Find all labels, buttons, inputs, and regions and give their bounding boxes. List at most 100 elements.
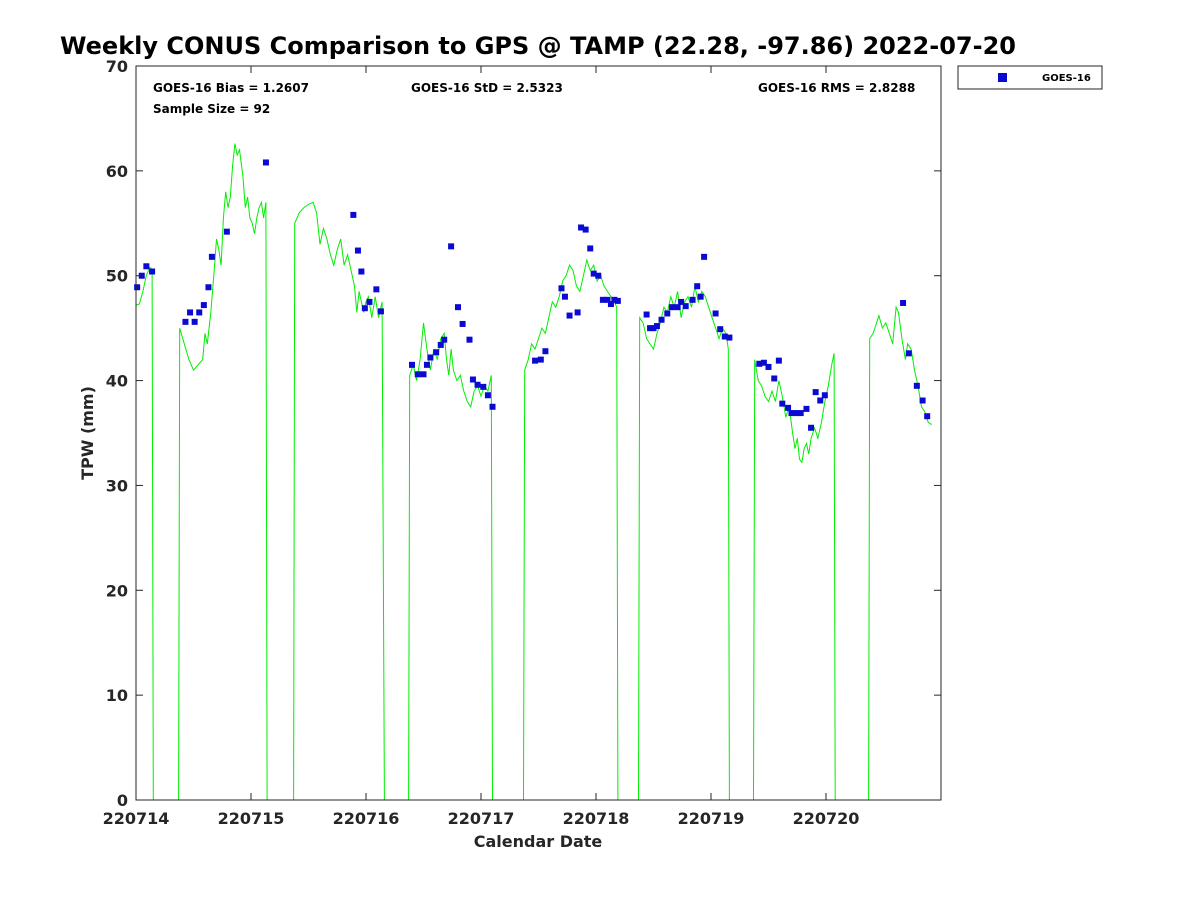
- x-axis-label: Calendar Date: [474, 832, 603, 851]
- goes-point: [913, 382, 920, 389]
- x-axis: 220714 220715 220716 220717 220718 220719 2207…: [103, 66, 860, 828]
- x-tick-label: 220717: [448, 809, 515, 828]
- goes-point: [808, 424, 815, 431]
- goes-point: [924, 413, 931, 420]
- goes-point: [793, 410, 800, 417]
- goes-point: [775, 357, 782, 364]
- goes-point: [689, 296, 696, 303]
- goes-scatter-series: [134, 159, 931, 431]
- goes-point: [366, 298, 373, 305]
- goes-point: [726, 334, 733, 341]
- goes-point: [771, 375, 778, 382]
- goes-point: [682, 303, 689, 310]
- goes-point: [721, 333, 728, 340]
- x-tick-label: 220714: [103, 809, 170, 828]
- goes-point: [701, 253, 708, 260]
- goes-point: [358, 268, 365, 275]
- goes-point: [489, 403, 496, 410]
- goes-point: [377, 308, 384, 315]
- goes-point: [466, 336, 473, 343]
- goes-point: [595, 272, 602, 279]
- y-tick-label: 40: [106, 372, 128, 391]
- gps-line-segment: [868, 305, 933, 801]
- goes-point: [785, 404, 792, 411]
- goes-point: [760, 359, 767, 366]
- goes-point: [455, 304, 461, 311]
- goes-point: [919, 397, 926, 404]
- goes-point: [437, 341, 444, 348]
- goes-point: [448, 243, 455, 250]
- y-tick-label: 30: [106, 476, 128, 495]
- y-tick-label: 60: [106, 162, 128, 181]
- goes-point: [354, 247, 361, 254]
- bias-annotation: GOES-16 Bias = 1.2607: [153, 81, 309, 95]
- y-tick-label: 50: [106, 267, 128, 286]
- goes-point: [459, 320, 466, 327]
- goes-point: [674, 304, 681, 311]
- goes-point: [812, 389, 819, 396]
- goes-point: [817, 397, 824, 404]
- goes-point: [756, 360, 763, 367]
- legend-box: [957, 65, 1103, 90]
- goes-point: [350, 211, 357, 218]
- goes-point: [574, 309, 581, 316]
- goes-point: [599, 296, 606, 303]
- goes-point: [712, 310, 719, 317]
- gps-line-series: [135, 143, 933, 801]
- gps-line-segment: [293, 201, 385, 801]
- sample-size-annotation: Sample Size = 92: [153, 102, 270, 116]
- goes-point: [788, 410, 795, 417]
- goes-point: [590, 270, 597, 277]
- std-annotation: GOES-16 StD = 2.5323: [411, 81, 563, 95]
- x-tick-label: 220716: [333, 809, 400, 828]
- goes-point: [582, 226, 589, 233]
- chart-title: Weekly CONUS Comparison to GPS @ TAMP (2…: [60, 32, 1016, 60]
- goes-point: [196, 309, 203, 316]
- goes-point: [697, 293, 704, 300]
- x-tick-label: 220718: [563, 809, 630, 828]
- goes-point: [373, 286, 380, 293]
- legend-label-goes: GOES-16: [1042, 73, 1091, 84]
- goes-point: [484, 392, 491, 399]
- goes-point: [566, 312, 573, 319]
- goes-point: [604, 296, 611, 303]
- goes-point: [205, 284, 212, 291]
- goes-point: [803, 405, 810, 412]
- goes-point: [821, 392, 828, 399]
- goes-point: [200, 302, 207, 309]
- y-tick-label: 20: [106, 581, 128, 600]
- goes-point: [537, 356, 544, 363]
- goes-point: [561, 293, 568, 300]
- goes-point: [361, 305, 368, 312]
- goes-point: [433, 349, 440, 356]
- goes-point: [765, 363, 772, 370]
- goes-point: [643, 311, 650, 318]
- gps-line-segment: [753, 353, 836, 801]
- x-tick-label: 220715: [218, 809, 285, 828]
- goes-point: [182, 318, 189, 325]
- gps-line-segment: [638, 286, 730, 801]
- goes-point: [542, 348, 549, 355]
- goes-point: [427, 354, 434, 361]
- goes-point: [797, 410, 804, 417]
- plot-area: [135, 65, 942, 801]
- y-tick-label: 10: [106, 686, 128, 705]
- goes-point: [187, 309, 194, 316]
- goes-point: [423, 361, 430, 368]
- x-tick-label: 220719: [678, 809, 745, 828]
- goes-point: [717, 326, 724, 333]
- goes-point: [262, 159, 269, 166]
- goes-point: [647, 325, 654, 332]
- legend: GOES-16: [957, 65, 1103, 90]
- x-tick-label: 220720: [793, 809, 860, 828]
- y-tick-label: 70: [106, 57, 128, 76]
- y-axis: 0 10 20 30 40 50 60 70: [106, 57, 941, 810]
- goes-point: [134, 284, 141, 291]
- goes-point: [650, 325, 657, 332]
- goes-point: [664, 310, 671, 317]
- y-tick-label: 0: [117, 791, 128, 810]
- goes-point: [653, 323, 660, 330]
- goes-point: [607, 301, 614, 308]
- legend-marker-goes: [998, 73, 1007, 82]
- y-axis-label: TPW (mm): [78, 386, 97, 480]
